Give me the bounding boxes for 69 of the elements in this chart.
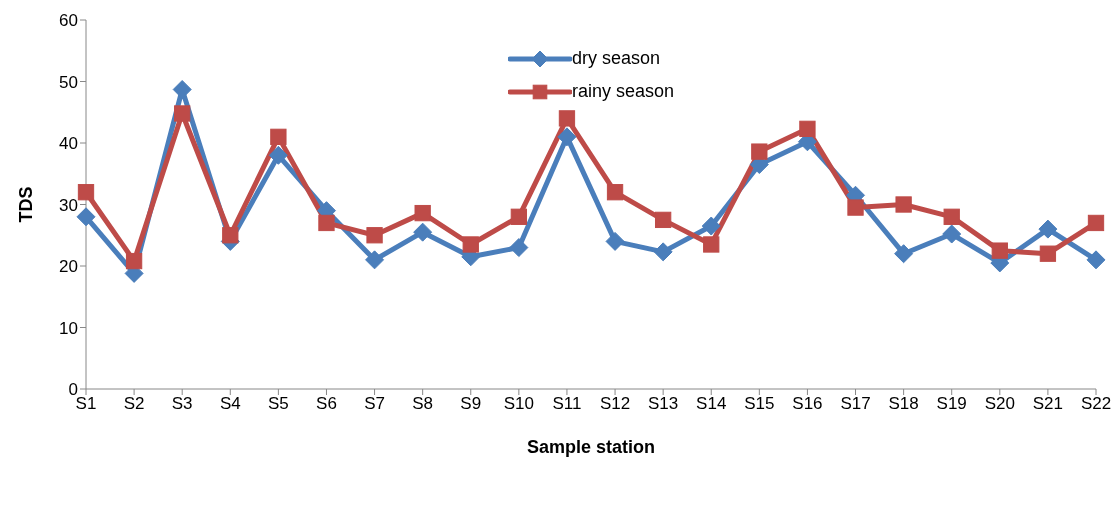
point (895, 196, 912, 213)
y-tick-label: 60 (59, 11, 78, 31)
x-tick-label: S5 (267, 394, 289, 414)
point (894, 244, 914, 264)
point (1039, 245, 1057, 262)
point (510, 208, 528, 225)
point (462, 236, 479, 253)
x-tick-label: S22 (1080, 394, 1112, 414)
x-tick-label: S11 (552, 394, 582, 414)
x-tick-label: S9 (460, 394, 482, 414)
y-axis-title: TDS (16, 186, 37, 223)
point (509, 238, 529, 258)
point (654, 211, 672, 229)
point (268, 145, 288, 165)
x-tick-label: S20 (984, 394, 1015, 414)
x-tick-label: S6 (316, 394, 337, 414)
point (366, 227, 383, 244)
x-tick-label: S7 (364, 394, 385, 414)
point (701, 216, 721, 236)
y-tick-label: 50 (59, 72, 78, 92)
point (558, 110, 576, 127)
point (1086, 250, 1106, 270)
legend-label: rainy season (572, 81, 675, 102)
x-tick-label: S14 (696, 394, 727, 414)
x-tick-label: S4 (219, 394, 241, 414)
point (653, 242, 673, 262)
x-tick-label: S15 (744, 394, 775, 414)
y-tick-label: 40 (59, 134, 78, 154)
x-tick-label: S2 (123, 394, 145, 414)
point (606, 184, 624, 201)
point (847, 199, 864, 216)
x-tick-label: S19 (936, 394, 967, 414)
x-tick-label: S18 (888, 394, 919, 414)
point (77, 184, 95, 201)
point (943, 208, 960, 225)
point (1087, 214, 1105, 232)
point (703, 236, 720, 253)
point (799, 120, 816, 138)
point (270, 128, 287, 145)
point (125, 252, 143, 270)
x-tick-label: S21 (1032, 394, 1064, 414)
x-tick-label: S10 (503, 394, 534, 414)
x-tick-label: S17 (840, 394, 871, 414)
x-tick-label: S12 (599, 394, 631, 414)
point (751, 143, 768, 160)
x-tick-label: S8 (412, 394, 434, 414)
y-tick-label: 20 (59, 257, 78, 277)
point (605, 231, 625, 251)
y-tick-label: 0 (68, 380, 78, 400)
x-tick-label: S1 (75, 394, 97, 414)
point (174, 105, 191, 122)
point (365, 250, 385, 270)
point (222, 227, 239, 244)
x-axis-title: Sample station (526, 437, 656, 457)
point (942, 224, 962, 244)
point (172, 79, 192, 99)
point (76, 207, 96, 227)
x-tick-label: S16 (792, 394, 823, 414)
y-tick-label: 10 (59, 318, 78, 338)
point (557, 127, 577, 147)
point (414, 204, 431, 222)
x-tick-label: S13 (648, 394, 679, 414)
y-tick-label: 30 (59, 195, 78, 215)
point (1038, 219, 1058, 239)
point (318, 214, 335, 232)
point (991, 242, 1008, 259)
legend-label: dry season (572, 48, 661, 69)
point (413, 222, 433, 242)
x-tick-label: S3 (171, 394, 193, 414)
